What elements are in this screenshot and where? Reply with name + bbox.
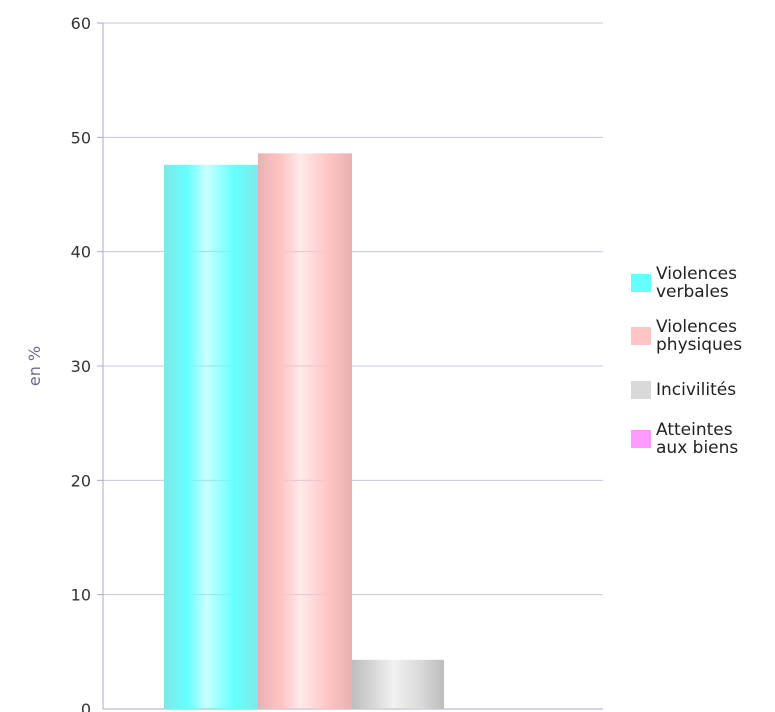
legend-swatch bbox=[631, 381, 651, 399]
legend-swatch bbox=[631, 430, 651, 448]
y-tick-label: 40 bbox=[71, 243, 91, 262]
legend-item: Incivilités bbox=[631, 380, 736, 400]
y-tick-labels: 0 10 20 30 40 50 60 bbox=[71, 14, 91, 712]
y-tick-label: 20 bbox=[71, 471, 91, 490]
legend-label: Atteintes bbox=[656, 420, 733, 440]
legend-label: verbales bbox=[656, 282, 729, 302]
y-tick-label: 10 bbox=[71, 586, 91, 605]
legend-label: Violences bbox=[656, 317, 737, 337]
y-tick-label: 60 bbox=[71, 14, 91, 33]
legend-swatch bbox=[631, 274, 651, 292]
bar-incivilit-s bbox=[352, 659, 444, 709]
bar-violences-verbales bbox=[164, 164, 258, 710]
legend-label: aux biens bbox=[656, 438, 738, 458]
legend-label: Incivilités bbox=[656, 380, 736, 400]
bars bbox=[164, 153, 444, 710]
legend-label: Violences bbox=[656, 264, 737, 284]
y-tick-label: 30 bbox=[71, 357, 91, 376]
bar-violences-physiques bbox=[258, 153, 352, 710]
legend: ViolencesverbalesViolencesphysiquesInciv… bbox=[631, 264, 742, 458]
y-tick-label: 0 bbox=[81, 700, 91, 712]
legend-swatch bbox=[631, 327, 651, 345]
y-tick-label: 50 bbox=[71, 128, 91, 147]
y-axis-label: en % bbox=[25, 346, 44, 386]
legend-label: physiques bbox=[656, 335, 742, 355]
